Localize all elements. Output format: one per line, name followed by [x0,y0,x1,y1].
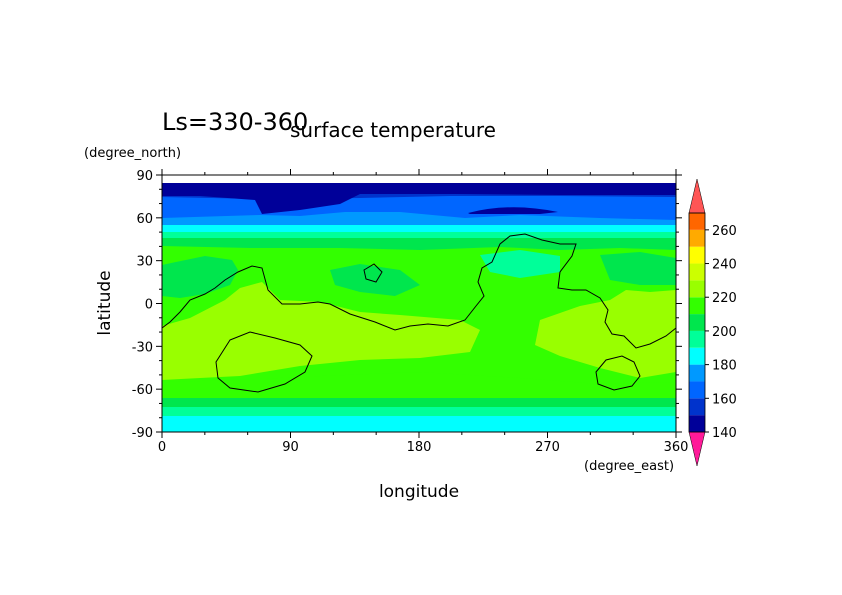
colorbar: 140 160 180 200 220 240 260 [688,178,737,467]
contours [162,233,676,393]
x-tick-label: 90 [282,440,299,455]
y-tick-label: 30 [136,255,153,270]
x-axis-label: longitude [379,482,459,502]
colorbar-segment [689,314,705,331]
colorbar-tick-label: 140 [712,426,737,441]
colorbar-segment [689,330,705,348]
y-axis-label: latitude [95,270,115,335]
patch-3 [480,250,560,278]
contour-main [162,233,676,349]
colorbar-under-arrow [688,431,706,467]
temperature-field [162,175,676,432]
y-units: (degree_north) [84,146,181,161]
band-north-4 [162,183,676,214]
x-tick-label: 270 [535,440,560,455]
colorbar-segment [689,280,705,298]
chart-subtitle: Ls=330-360 [162,108,308,136]
x-tick-label: 180 [407,440,432,455]
patch-1 [162,256,238,298]
band-south-3 [162,406,676,416]
colorbar-over-arrow [688,178,706,214]
contour-ring-2 [595,355,641,391]
colorbar-tick-label: 180 [712,359,737,374]
colorbar-segment [689,347,705,365]
colorbar-segment [689,297,705,315]
band-north-7 [162,225,676,234]
y-tick-label: -90 [132,426,153,441]
band-north-3 [162,175,676,183]
y-tick-label: 60 [136,212,153,227]
warm-east [535,290,676,378]
contour-ring-3 [363,263,383,283]
y-tick-label: -30 [132,340,153,355]
chart-title: surface temperature [290,118,496,142]
x-units: (degree_east) [584,459,674,474]
colorbar-tick-label: 220 [712,291,737,306]
colorbar-segment [689,246,705,264]
y-tick-label: 0 [145,298,153,313]
colorbar-tick-label: 200 [712,325,737,340]
y-tick-label: 90 [136,169,153,184]
x-tick-label: 360 [664,440,689,455]
band-north-6 [162,212,676,229]
colorbar-tick-label: 160 [712,392,737,407]
contour-ring-1 [215,331,313,393]
colorbar-tick-label: 260 [712,224,737,239]
colorbar-tick-label: 240 [712,258,737,273]
southern-band [162,372,676,398]
x-axis: 0 90 180 270 360 [158,169,689,455]
band-south-1 [162,425,676,432]
x-tick-label: 0 [158,440,166,455]
warm-band [162,282,480,380]
colorbar-segment [689,229,705,247]
band-south-2 [162,415,676,425]
colorbar-segment [689,364,705,382]
colorbar-segment [689,415,705,432]
colorbar-frame [688,212,706,433]
colorbar-segment [689,381,705,399]
band-north-5 [468,207,558,214]
patch-2 [330,264,420,296]
band-south-4 [162,397,676,407]
patch-4 [600,252,676,285]
y-tick-label: -60 [132,383,153,398]
colorbar-segment [689,263,705,281]
colorbar-segment [689,213,705,230]
colorbar-segment [689,398,705,416]
y-axis: 90 60 30 0 -30 -60 -90 [132,169,682,441]
